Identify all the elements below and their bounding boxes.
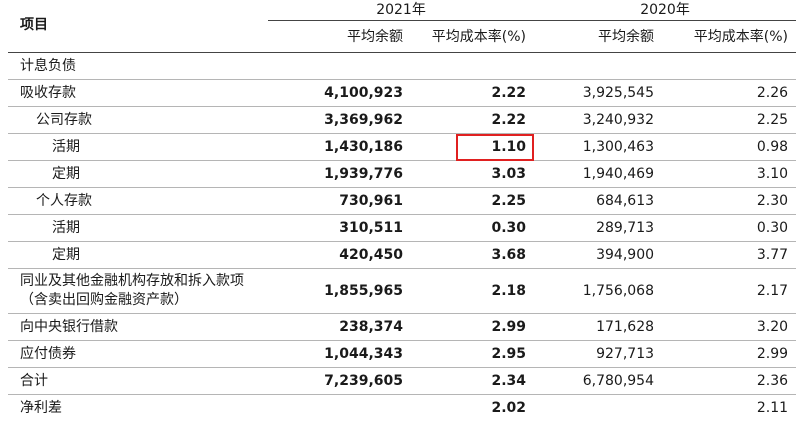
table-row: 向中央银行借款 238,374 2.99 171,628 3.20: [8, 313, 797, 341]
cost-rate-2021: 0.30: [411, 214, 535, 242]
cost-rate-2020: [662, 52, 797, 80]
balance-2021: 420,450: [268, 241, 411, 269]
balance-2020: 289,713: [534, 214, 663, 242]
balance-2020: 1,300,463: [534, 133, 663, 161]
header-avg-balance-2020: 平均余额: [598, 28, 655, 45]
cost-rate-2020: 2.17: [662, 268, 797, 314]
cost-rate-2020: 0.30: [662, 214, 797, 242]
balance-2020: 3,925,545: [534, 79, 663, 107]
header-avg-cost-rate-2020: 平均成本率(%): [693, 28, 789, 45]
balance-2020: 6,780,954: [534, 367, 663, 395]
row-label: 公司存款: [8, 106, 268, 134]
balance-2020: 684,613: [534, 187, 663, 215]
cost-rate-2021: [411, 52, 535, 80]
balance-2021: [268, 52, 411, 80]
balance-2021: 1,855,965: [268, 268, 411, 314]
row-label: 向中央银行借款: [8, 313, 268, 341]
table-row: 同业及其他金融机构存放和拆入款项 （含卖出回购金融资产款） 1,855,965 …: [8, 268, 797, 314]
cost-rate-2021: 2.34: [411, 367, 535, 395]
balance-2021: 1,044,343: [268, 340, 411, 368]
row-label-two-line: 同业及其他金融机构存放和拆入款项 （含卖出回购金融资产款）: [8, 268, 268, 314]
interest-bearing-liabilities-table: 项目 2021年 2020年 平均余额 平均成本率(%) 平均余额 平均成本率(…: [8, 0, 797, 422]
row-label-line1: 同业及其他金融机构存放和拆入款项: [20, 273, 244, 289]
table-row: 应付债券 1,044,343 2.95 927,713 2.99: [8, 340, 797, 368]
row-label: 定期: [8, 160, 268, 188]
table-row: 活期 310,511 0.30 289,713 0.30: [8, 214, 797, 242]
balance-2020: [534, 52, 663, 80]
row-label: 吸收存款: [8, 79, 268, 107]
cost-rate-2020: 2.25: [662, 106, 797, 134]
row-label: 计息负债: [8, 52, 268, 80]
cost-rate-2021: 2.95: [411, 340, 535, 368]
cost-rate-2020: 2.36: [662, 367, 797, 395]
cost-rate-2020: 2.30: [662, 187, 797, 215]
row-label: 活期: [8, 214, 268, 242]
row-label: 定期: [8, 241, 268, 269]
cost-rate-2021: 3.03: [411, 160, 535, 188]
header-year-2020: 2020年: [534, 0, 797, 21]
table-row: 净利差 2.02 2.11: [8, 395, 796, 422]
cost-rate-2021: 2.18: [411, 268, 535, 314]
balance-2020: 1,940,469: [534, 160, 663, 188]
cost-rate-2020: 0.98: [662, 133, 797, 161]
balance-2020: 394,900: [534, 241, 663, 269]
cost-rate-2020: 3.10: [662, 160, 797, 188]
table-row: 计息负债: [8, 52, 797, 80]
cost-rate-2021: 2.99: [411, 313, 535, 341]
balance-2021: 3,369,962: [268, 106, 411, 134]
header-item-label: 项目: [8, 0, 268, 53]
balance-2021: 1,430,186: [268, 133, 411, 161]
table-row: 吸收存款 4,100,923 2.22 3,925,545 2.26: [8, 79, 797, 107]
row-label: 应付债券: [8, 340, 268, 368]
balance-2021: 1,939,776: [268, 160, 411, 188]
row-label-line2: （含卖出回购金融资产款）: [20, 292, 188, 308]
balance-2021: [268, 395, 411, 422]
cost-rate-2021-highlighted: 1.10: [411, 133, 535, 161]
table-row: 活期 1,430,186 1.10 1,300,463 0.98: [8, 133, 797, 161]
table-row: 定期 420,450 3.68 394,900 3.77: [8, 241, 797, 269]
table-row: 合计 7,239,605 2.34 6,780,954 2.36: [8, 367, 797, 395]
balance-2021: 238,374: [268, 313, 411, 341]
cost-rate-2020: 3.20: [662, 313, 797, 341]
balance-2020: [534, 395, 662, 422]
table-row: 定期 1,939,776 3.03 1,940,469 3.10: [8, 160, 797, 188]
balance-2021: 7,239,605: [268, 367, 411, 395]
balance-2021: 730,961: [268, 187, 411, 215]
cost-rate-2021: 2.02: [491, 400, 527, 416]
table-row: 公司存款 3,369,962 2.22 3,240,932 2.25: [8, 106, 797, 134]
header-year-2021: 2021年: [268, 0, 535, 21]
balance-2020: 927,713: [534, 340, 663, 368]
balance-2021: 310,511: [268, 214, 411, 242]
cost-rate-2020: 2.11: [756, 400, 789, 416]
balance-2020: 3,240,932: [534, 106, 663, 134]
header-avg-cost-rate-2021: 平均成本率(%): [431, 28, 527, 45]
cost-rate-2020: 2.26: [662, 79, 797, 107]
balance-2021: 4,100,923: [268, 79, 411, 107]
row-label: 活期: [8, 133, 268, 161]
cost-rate-2021: 2.22: [411, 106, 535, 134]
cost-rate-2021: 2.22: [411, 79, 535, 107]
row-label: 合计: [8, 367, 268, 395]
row-label: 个人存款: [8, 187, 268, 215]
balance-2020: 171,628: [534, 313, 663, 341]
table-row: 个人存款 730,961 2.25 684,613 2.30: [8, 187, 797, 215]
cost-rate-2020: 3.77: [662, 241, 797, 269]
header-avg-balance-2021: 平均余额: [347, 28, 403, 45]
cost-rate-2021: 2.25: [411, 187, 535, 215]
row-label: 净利差: [20, 400, 62, 416]
balance-2020: 1,756,068: [534, 268, 663, 314]
cost-rate-2020: 2.99: [662, 340, 797, 368]
cost-rate-2021: 3.68: [411, 241, 535, 269]
